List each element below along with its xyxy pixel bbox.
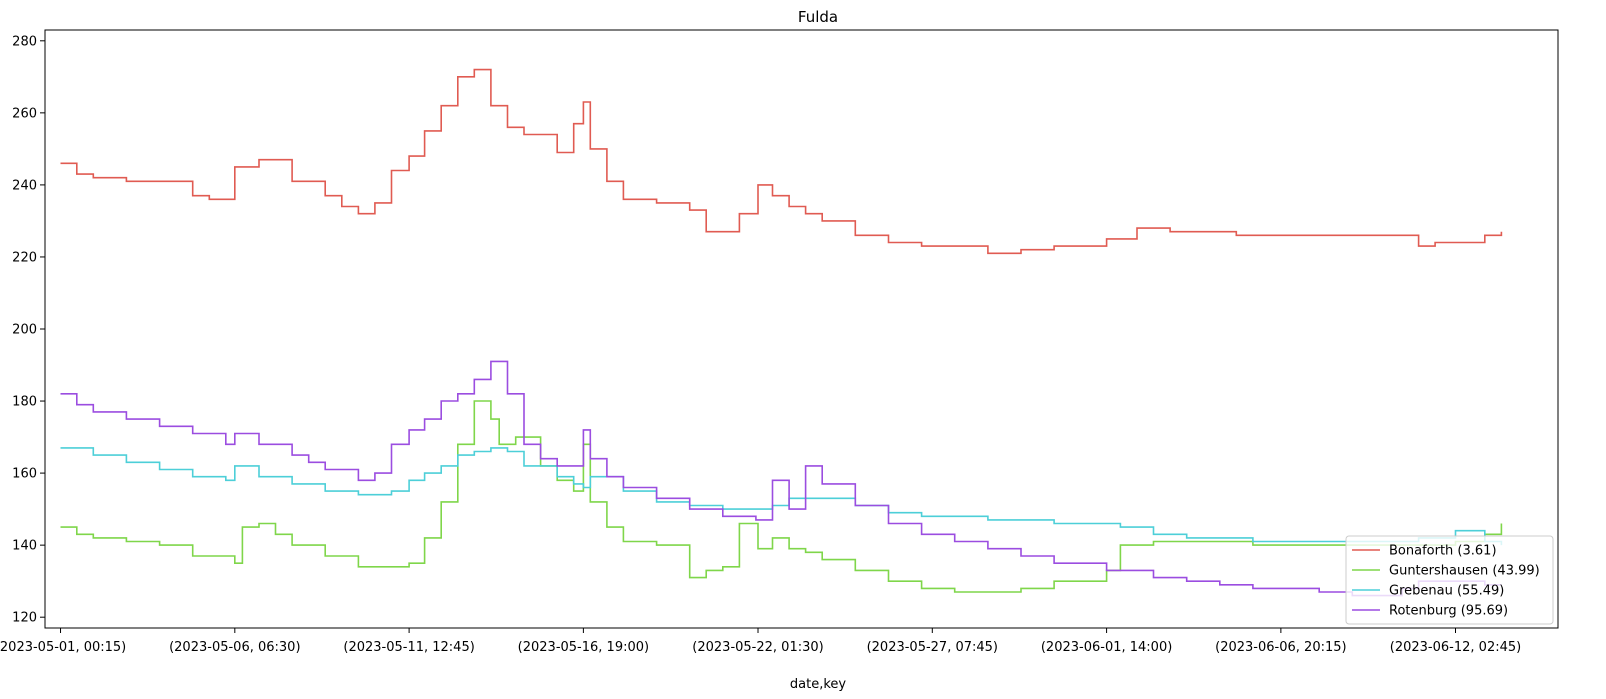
legend-box <box>1345 535 1554 625</box>
x-axis-label: date,key <box>790 677 847 692</box>
y-tick-label-4: 200 <box>12 323 37 338</box>
y-tick-label-0: 120 <box>12 611 37 626</box>
x-tick-label-7: (2023-06-06, 20:15) <box>1215 640 1346 655</box>
x-tick-label-5: (2023-05-27, 07:45) <box>867 640 998 655</box>
x-tick-label-4: (2023-05-22, 01:30) <box>692 640 823 655</box>
y-tick-label-2: 160 <box>12 467 37 482</box>
series-layer <box>60 68 1503 597</box>
legend-label-2: Grebenau (55.49) <box>1389 584 1504 599</box>
y-tick-label-8: 280 <box>12 34 37 49</box>
y-tick-label-1: 140 <box>12 539 37 554</box>
chart-title: Fulda <box>798 8 838 26</box>
plot-frame <box>44 29 1559 629</box>
x-tick-label-1: (2023-05-06, 06:30) <box>169 640 300 655</box>
y-tick-label-7: 260 <box>12 106 37 121</box>
legend-label-3: Rotenburg (95.69) <box>1389 604 1508 619</box>
series-line-2 <box>60 447 1503 546</box>
legend-label-1: Guntershausen (43.99) <box>1389 564 1540 579</box>
series-line-0 <box>60 68 1503 255</box>
x-tick-label-2: (2023-05-11, 12:45) <box>343 640 474 655</box>
axes-layer: 120 140 160 180 200 220 240 260 280 (2023-05-01, … <box>0 29 1559 655</box>
legend-label-0: Bonaforth (3.61) <box>1389 544 1497 559</box>
y-tick-label-6: 240 <box>12 178 37 193</box>
legend: Bonaforth (3.61) Guntershausen (43.99) Gre… <box>1345 535 1554 625</box>
y-tick-label-5: 220 <box>12 250 37 265</box>
series-line-1 <box>60 400 1503 593</box>
series-line-3 <box>60 360 1502 597</box>
x-tick-label-6: (2023-06-01, 14:00) <box>1041 640 1172 655</box>
x-tick-label-3: (2023-05-16, 19:00) <box>518 640 649 655</box>
y-tick-label-3: 180 <box>12 395 37 410</box>
x-tick-label-8: (2023-06-12, 02:45) <box>1390 640 1521 655</box>
x-tick-label-0: (2023-05-01, 00:15) <box>0 640 126 655</box>
